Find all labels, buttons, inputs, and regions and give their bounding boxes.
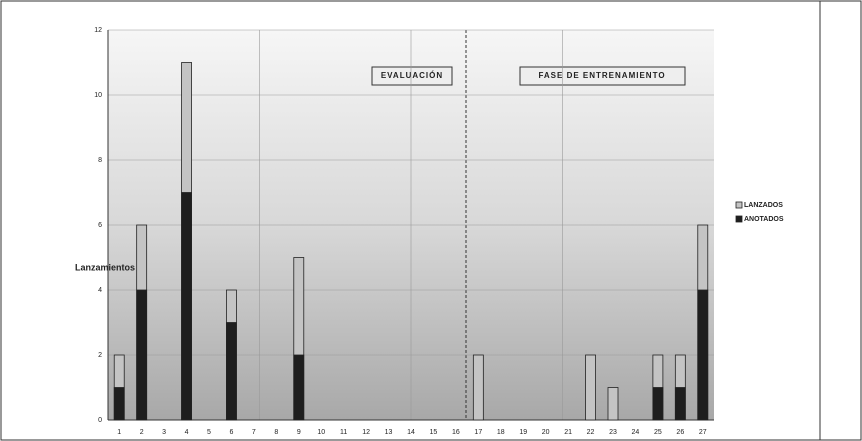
y-tick-label: 12	[94, 27, 102, 34]
bar	[472, 354, 484, 421]
bar	[674, 387, 686, 421]
x-tick-label: 18	[497, 429, 505, 436]
x-tick-label: 21	[564, 429, 572, 436]
x-tick-label: 7	[252, 429, 256, 436]
y-tick-label: 8	[98, 157, 102, 164]
legend-swatch	[735, 201, 743, 209]
x-tick-label: 10	[317, 429, 325, 436]
bar	[585, 354, 596, 421]
legend-label: LANZADOS	[744, 202, 783, 209]
bar	[181, 192, 192, 421]
y-tick-label: 10	[94, 92, 102, 99]
annotation-box	[519, 66, 686, 86]
x-tick-label: 2	[140, 429, 144, 436]
legend-swatch	[735, 215, 743, 223]
x-tick-label: 15	[430, 429, 438, 436]
y-tick-label: 6	[98, 222, 102, 229]
x-tick-label: 20	[542, 429, 550, 436]
bar	[697, 289, 709, 421]
y-tick-label: 0	[98, 417, 102, 424]
x-tick-label: 25	[654, 429, 662, 436]
bar	[293, 354, 305, 421]
x-tick-label: 22	[587, 429, 595, 436]
x-tick-label: 3	[162, 429, 166, 436]
bar	[226, 322, 237, 421]
x-tick-label: 14	[407, 429, 415, 436]
x-tick-label: 9	[297, 429, 301, 436]
bar	[136, 289, 148, 421]
bar	[652, 387, 664, 421]
y-axis-label: Lanzamientos	[75, 262, 135, 272]
x-tick-label: 8	[274, 429, 278, 436]
annotation-box	[371, 66, 453, 86]
annotation: FASE DE ENTRENAMIENTO	[538, 71, 665, 80]
x-tick-label: 27	[699, 429, 707, 436]
annotation: EVALUACIÓN	[381, 71, 443, 80]
x-tick-label: 13	[385, 429, 393, 436]
x-tick-label: 4	[185, 429, 189, 436]
x-tick-label: 24	[632, 429, 640, 436]
y-tick-label: 4	[98, 287, 102, 294]
bar	[607, 387, 619, 421]
x-tick-label: 17	[474, 429, 482, 436]
x-tick-label: 5	[207, 429, 211, 436]
x-tick-label: 6	[229, 429, 233, 436]
x-tick-label: 23	[609, 429, 617, 436]
y-tick-label: 2	[98, 352, 102, 359]
bar	[113, 387, 125, 421]
legend-label: ANOTADOS	[744, 216, 784, 223]
x-tick-label: 16	[452, 429, 460, 436]
x-tick-label: 11	[340, 429, 347, 436]
x-tick-label: 26	[676, 429, 684, 436]
x-tick-label: 12	[362, 429, 370, 436]
x-tick-label: 1	[117, 429, 121, 436]
x-tick-label: 19	[519, 429, 527, 436]
